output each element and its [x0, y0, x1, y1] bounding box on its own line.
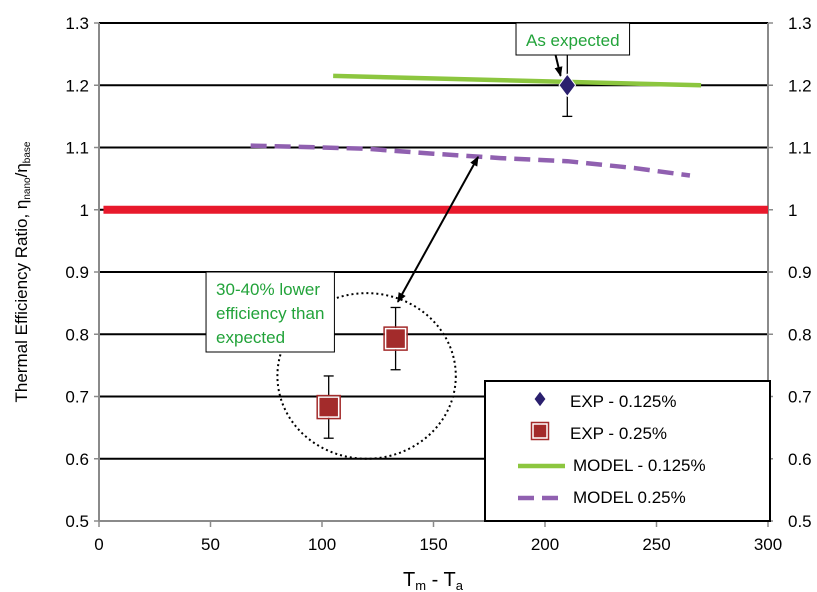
annotation-ellipse	[276, 292, 457, 460]
annotation-arrow	[396, 155, 479, 303]
data-point-square-outline	[316, 394, 341, 420]
y-tick-label-right: 1	[788, 201, 797, 220]
x-axis-title: Tm - Ta	[403, 569, 464, 592]
x-tick-label: 50	[201, 535, 220, 554]
y-axis-right-ticks: 0.5 0.6 0.7 0.8 0.9 1 1.1 1.2 1.3	[768, 14, 812, 531]
x-axis-ticks: 0 50 100 150 200 250 300	[94, 521, 782, 554]
x-tick-label: 250	[642, 535, 670, 554]
y-tick-label-right: 0.5	[788, 512, 812, 531]
x-tick-label: 0	[94, 535, 103, 554]
y-tick-label-right: 0.9	[788, 263, 812, 282]
x-axis-title-sub1: m	[415, 578, 426, 592]
y-tick-label-left: 0.6	[65, 450, 89, 469]
annotation-as-expected: As expected	[515, 22, 631, 77]
data-point-square	[317, 396, 340, 418]
y-axis-title-mid: /η	[12, 163, 31, 177]
x-tick-label: 200	[531, 535, 559, 554]
y-tick-label-left: 1.1	[65, 139, 89, 158]
annotation-text-line: 30-40% lower	[216, 280, 320, 299]
legend-label: EXP - 0.25%	[570, 424, 667, 443]
annotation-text: 30-40% lower efficiency than expected	[205, 271, 335, 353]
legend-item: EXP - 0.125%	[533, 390, 676, 411]
y-axis-title-main: Thermal Efficiency Ratio, η	[12, 200, 31, 403]
y-tick-label-left: 0.5	[65, 512, 89, 531]
annotation-text-line: expected	[216, 328, 285, 347]
legend-label: MODEL 0.25%	[573, 488, 686, 507]
x-axis-title-main: T	[403, 569, 415, 591]
data-point-diamond	[558, 73, 577, 98]
y-tick-label-left: 1.3	[65, 14, 89, 33]
data-point-square	[384, 327, 407, 350]
y-tick-label-left: 1.2	[65, 76, 89, 95]
y-tick-label-right: 0.7	[788, 388, 812, 407]
y-tick-label-left: 1	[80, 201, 89, 220]
data-point-square-outline	[383, 326, 408, 351]
legend-item: MODEL 0.25%	[518, 488, 686, 507]
annotation-box	[205, 271, 335, 353]
x-tick-label: 150	[419, 535, 447, 554]
y-axis-title-sub1: nano	[22, 177, 33, 200]
annotation-lower-efficiency: 30-40% lower efficiency than expected	[205, 155, 479, 460]
legend-item: MODEL - 0.125%	[518, 456, 706, 475]
x-axis-title-sub2: a	[456, 578, 464, 592]
y-tick-label-left: 0.8	[65, 325, 89, 344]
legend-label: MODEL - 0.125%	[573, 456, 706, 475]
y-tick-label-right: 1.1	[788, 139, 812, 158]
series-line-model-0-125-	[333, 73, 702, 88]
annotation-text-line: As expected	[526, 31, 620, 50]
y-axis-title: Thermal Efficiency Ratio, ηnano/ηbase	[12, 141, 33, 402]
legend: EXP - 0.125% EXP - 0.25% MODEL - 0.125% MOD…	[484, 380, 771, 522]
x-tick-label: 100	[308, 535, 336, 554]
series-line-model-0-25-	[250, 143, 691, 178]
y-tick-label-right: 1.2	[788, 76, 812, 95]
annotation-box	[515, 22, 631, 56]
annotation-text-line: efficiency than	[216, 304, 324, 323]
y-tick-label-right: 1.3	[788, 14, 812, 33]
legend-label: EXP - 0.125%	[570, 392, 676, 411]
y-tick-label-left: 0.9	[65, 263, 89, 282]
annotation-text: As expected	[515, 22, 631, 56]
legend-swatch-diamond	[533, 390, 547, 408]
legend-swatch-square-outline	[530, 421, 550, 441]
annotations: As expected 30-40% lower efficiency than ex…	[205, 22, 631, 460]
y-tick-label-left: 0.7	[65, 388, 89, 407]
x-tick-label: 300	[754, 535, 782, 554]
y-tick-label-right: 0.6	[788, 450, 812, 469]
legend-swatch-square	[532, 423, 548, 439]
x-axis-title-mid: - T	[426, 569, 456, 591]
legend-item: EXP - 0.25%	[530, 421, 667, 443]
y-axis-left-ticks: 0.5 0.6 0.7 0.8 0.9 1 1.1 1.2 1.3	[65, 14, 99, 531]
y-axis-title-sub2: base	[22, 141, 33, 163]
y-tick-label-right: 0.8	[788, 325, 812, 344]
